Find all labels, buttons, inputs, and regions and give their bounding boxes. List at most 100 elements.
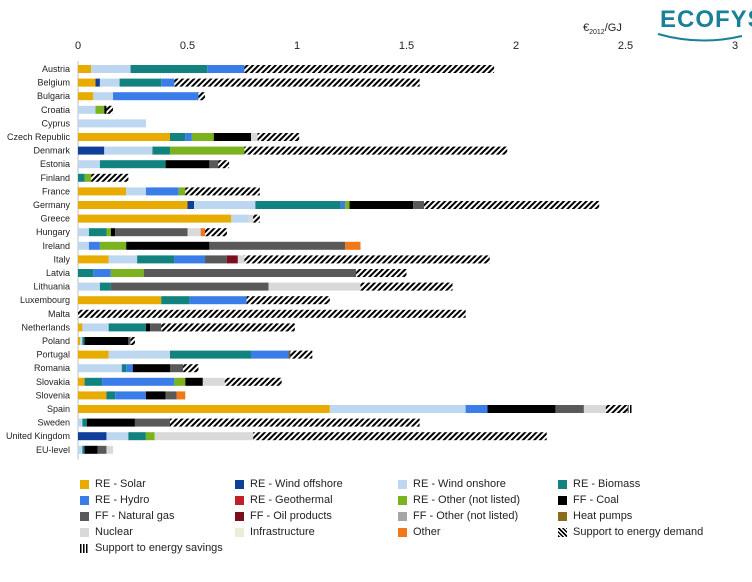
category-label: Malta [48, 309, 70, 319]
bar-segment [145, 323, 151, 332]
legend-label: RE - Biomass [573, 478, 641, 490]
legend-label: Other [413, 526, 441, 538]
bar-segment [224, 377, 282, 386]
bar-segment [487, 405, 556, 413]
bar-segment [161, 323, 295, 332]
bar-segment [88, 241, 100, 250]
legend-item: FF - Oil products [235, 510, 332, 522]
bar-segment [106, 445, 114, 454]
legend-label: Heat pumps [573, 510, 633, 522]
bar-segment [137, 255, 175, 264]
bar-segment [104, 105, 107, 114]
bar-segment [154, 432, 254, 441]
bar-segment [128, 337, 131, 345]
bar-segment [248, 214, 254, 223]
unit-main: € [583, 22, 590, 34]
legend-item: RE - Solar [80, 478, 146, 490]
bar-segment [143, 269, 357, 277]
bar-segment [82, 445, 85, 454]
bar-segment [251, 350, 289, 359]
bar-segment [329, 405, 466, 413]
legend-item: RE - Other (not listed) [398, 494, 520, 506]
category-label: Slovenia [35, 390, 70, 400]
bar-segment [115, 228, 188, 237]
bar-segment [189, 296, 247, 305]
bar-segment [78, 119, 146, 128]
legend-label: RE - Solar [95, 478, 146, 490]
bar-segment [84, 445, 98, 454]
unit-label: €2012/GJ [583, 22, 622, 36]
legend-item: RE - Wind offshore [235, 478, 343, 490]
category-label: Estonia [40, 159, 70, 169]
bar-segment [95, 78, 100, 87]
bar-segment [246, 296, 330, 305]
bar-segment [128, 432, 146, 441]
legend-swatch [558, 495, 567, 505]
bar-segment [86, 418, 135, 427]
bar-segment [108, 350, 170, 359]
bar-segment [356, 269, 407, 277]
legend-label: RE - Wind onshore [413, 478, 506, 490]
bar-segment [78, 241, 89, 250]
bar-segment [99, 241, 127, 250]
legend-item: RE - Biomass [558, 478, 640, 490]
bar-segment [205, 255, 227, 264]
bar-segment [78, 296, 162, 305]
bar-segment [200, 228, 206, 237]
legend-label: FF - Coal [573, 494, 619, 506]
legend-item: FF - Natural gas [80, 510, 174, 522]
category-label: Netherlands [21, 322, 70, 332]
bar-segment [95, 105, 105, 114]
legend-item: RE - Wind onshore [398, 478, 506, 490]
bar-segment [78, 377, 85, 386]
bar-segment [78, 337, 81, 345]
x-tick-label: 0.5 [180, 40, 195, 52]
bar-segment [198, 92, 206, 101]
bar-segment [174, 255, 206, 264]
bar-segment [78, 445, 83, 454]
legend-item: Infrastructure [235, 526, 315, 538]
bar-segment [209, 241, 346, 250]
bar-segment [78, 214, 232, 223]
legend-swatch [558, 527, 567, 537]
bar-segment [104, 146, 153, 155]
bar-segment [253, 214, 260, 223]
bar-segment [202, 377, 225, 386]
category-label: Hungary [36, 227, 71, 237]
x-tick-label: 1 [294, 40, 300, 52]
bar-segment [465, 405, 488, 413]
bar-segment [93, 92, 114, 101]
bar-segment [161, 296, 190, 305]
bar-segment [78, 282, 100, 291]
bar-segment [178, 187, 186, 196]
bar-segment [187, 228, 201, 237]
ecofys-logo: ECOFYS [657, 6, 752, 42]
legend-item: Support to energy demand [558, 526, 703, 538]
x-tick-label: 0 [75, 40, 81, 52]
bar-segment [257, 133, 300, 141]
legend-label: Infrastructure [250, 526, 315, 538]
bar-segment [226, 255, 238, 264]
bar-segment [78, 160, 100, 169]
bar-segment [99, 78, 120, 87]
bar-segment [130, 65, 208, 73]
bar-segment [84, 173, 92, 182]
bar-segment [253, 432, 547, 441]
bar-segment [78, 309, 466, 318]
bar-segment [605, 405, 628, 413]
bar-segment [78, 350, 109, 359]
category-label: Belgium [37, 78, 70, 88]
bar-segment [78, 323, 83, 332]
bar-segment [169, 146, 245, 155]
legend-swatch [398, 527, 407, 537]
bar-segment [251, 133, 258, 141]
bar-segment [209, 160, 219, 169]
bar-segment [169, 350, 252, 359]
bar-segment [213, 133, 252, 141]
category-label: Germany [33, 200, 71, 210]
legend-swatch [398, 479, 407, 489]
bar-segment [185, 133, 192, 141]
category-label: EU-level [36, 445, 70, 455]
bar-segment [106, 391, 116, 400]
